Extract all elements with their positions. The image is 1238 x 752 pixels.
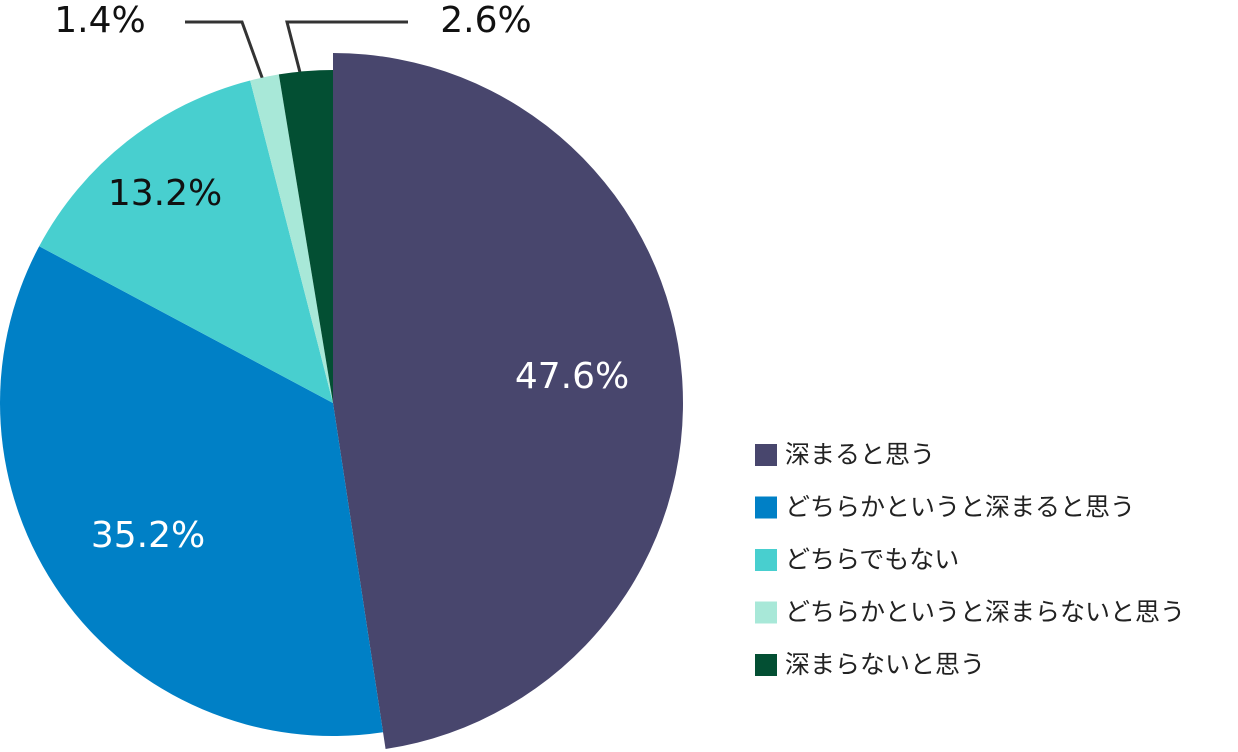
pie-slice — [0, 246, 384, 736]
legend-label: どちらでもない — [785, 545, 959, 574]
legend-label: 深まらないと思う — [785, 650, 985, 679]
slice-label: 2.6% — [440, 0, 531, 41]
slice-label: 35.2% — [91, 515, 205, 556]
pie-slice — [278, 70, 333, 403]
legend-label: どちらかというと深まらないと思う — [785, 598, 1185, 627]
legend-swatch — [755, 601, 777, 624]
pie-slice — [250, 74, 333, 403]
legend-swatch — [755, 444, 777, 466]
pie-slice — [39, 80, 333, 404]
leader-line — [185, 20, 270, 95]
slice-label: 1.4% — [54, 0, 145, 41]
pie-slice — [333, 52, 684, 750]
legend-swatch — [755, 654, 777, 676]
slice-label: 47.6% — [515, 356, 629, 397]
leader-line — [285, 20, 408, 89]
legend-label: 深まると思う — [785, 440, 935, 469]
legend-label: どちらかというと深まると思う — [785, 493, 1135, 522]
slice-label: 13.2% — [108, 173, 222, 214]
legend-swatch — [755, 496, 777, 519]
legend-swatch — [755, 549, 777, 571]
